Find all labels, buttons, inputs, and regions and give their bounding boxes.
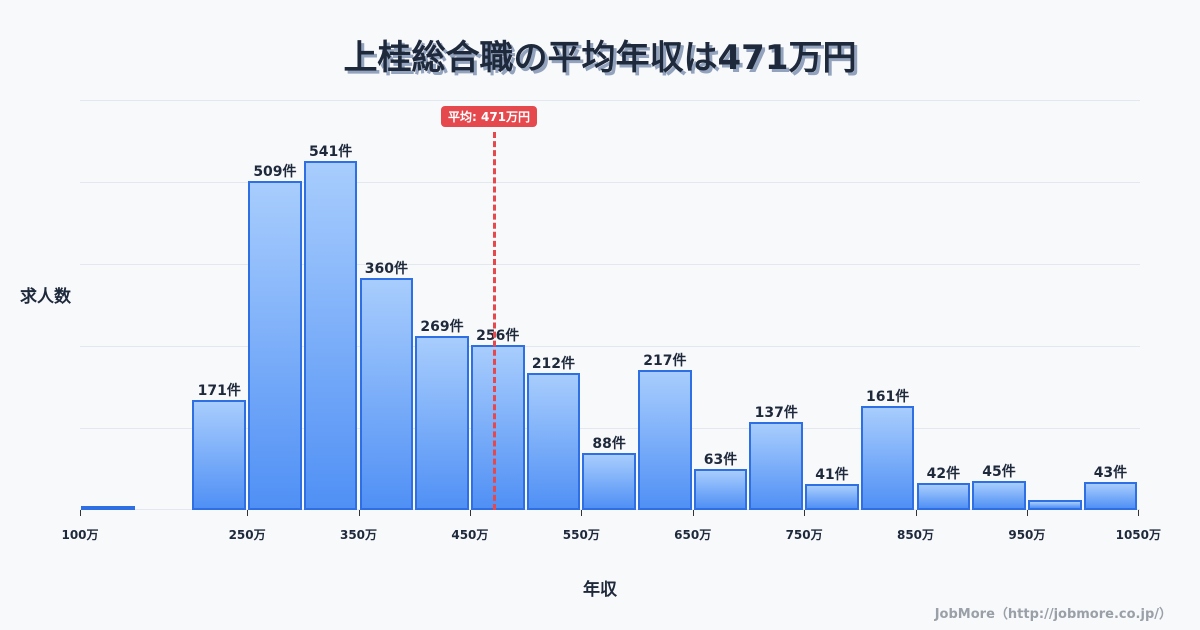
gridline: [80, 100, 1140, 101]
histogram-bar: [415, 336, 469, 510]
bar-value-label: 42件: [926, 465, 961, 482]
bar-value-label: 63件: [703, 452, 738, 469]
histogram-bar: [582, 453, 636, 510]
histogram-bar: [916, 482, 971, 510]
x-tick: [1138, 510, 1140, 516]
bar-value-label: 41件: [815, 466, 849, 483]
x-tick: [915, 510, 917, 516]
x-tick-label: 450万: [451, 528, 489, 542]
histogram-bar: [81, 506, 135, 510]
histogram-bar: [749, 421, 804, 510]
bar-value-label: 161件: [866, 389, 910, 406]
histogram-bar: [1083, 482, 1138, 510]
bar-value-label: 217件: [643, 352, 687, 369]
x-tick-label: 550万: [562, 528, 600, 542]
x-tick-label: 350万: [339, 528, 378, 542]
x-tick-label: 950万: [1008, 528, 1046, 542]
x-tick: [581, 510, 583, 516]
bar-value-label: 509件: [253, 164, 297, 181]
x-tick: [469, 510, 471, 516]
x-tick-label: 250万: [228, 528, 266, 542]
chart-title: 上桂総合職の平均年収は471万円: [343, 38, 857, 78]
bar-value-label: 269件: [420, 319, 464, 336]
histogram-bar: [359, 277, 414, 510]
x-tick-label: 100万: [61, 528, 99, 542]
gridline: [80, 428, 1140, 429]
histogram-bar: [693, 469, 748, 510]
bar-value-label: 212件: [531, 356, 576, 373]
x-tick-label: 1050万: [1115, 528, 1161, 542]
source-credit: JobMore（http://jobmore.co.jp/）: [934, 607, 1172, 622]
bar-value-label: 541件: [309, 143, 353, 160]
bar-value-label: 137件: [754, 404, 798, 421]
histogram-bar: [192, 399, 247, 510]
gridline: [80, 264, 1140, 265]
bar-value-label: 88件: [592, 436, 626, 453]
average-badge: 平均: 471万円: [441, 106, 538, 127]
x-tick: [692, 510, 694, 516]
histogram-bar: [1027, 500, 1082, 510]
x-tick: [358, 510, 360, 516]
x-tick: [80, 510, 81, 516]
histogram-bar: [248, 181, 302, 510]
x-tick-label: 750万: [785, 528, 823, 542]
x-tick: [1026, 510, 1028, 516]
x-tick-label: 850万: [896, 528, 935, 542]
histogram-bar: [805, 483, 859, 510]
y-axis-label: 求人数: [20, 287, 71, 307]
x-tick-label: 650万: [674, 528, 712, 542]
gridline: [80, 182, 1140, 183]
histogram-bar: [860, 406, 915, 510]
bar-value-label: 43件: [1093, 465, 1128, 482]
bar-value-label: 360件: [364, 260, 408, 277]
bar-value-label: 256件: [476, 327, 520, 344]
histogram-bar: [303, 160, 358, 510]
gridline: [80, 346, 1140, 347]
x-tick: [247, 510, 249, 516]
x-axis-label: 年収: [583, 580, 617, 600]
histogram-bar: [526, 373, 581, 510]
histogram-bar: [972, 480, 1026, 510]
plot-area: 171件 509件 541件 360件 269件 256件 212件 88件 217件 63件 13…: [80, 100, 1140, 510]
bar-value-label: 171件: [197, 382, 241, 399]
bar-value-label: 45件: [982, 463, 1016, 480]
histogram-bar: [638, 369, 692, 510]
x-tick: [804, 510, 806, 516]
histogram-bar: [470, 344, 525, 510]
average-line: [493, 132, 496, 510]
